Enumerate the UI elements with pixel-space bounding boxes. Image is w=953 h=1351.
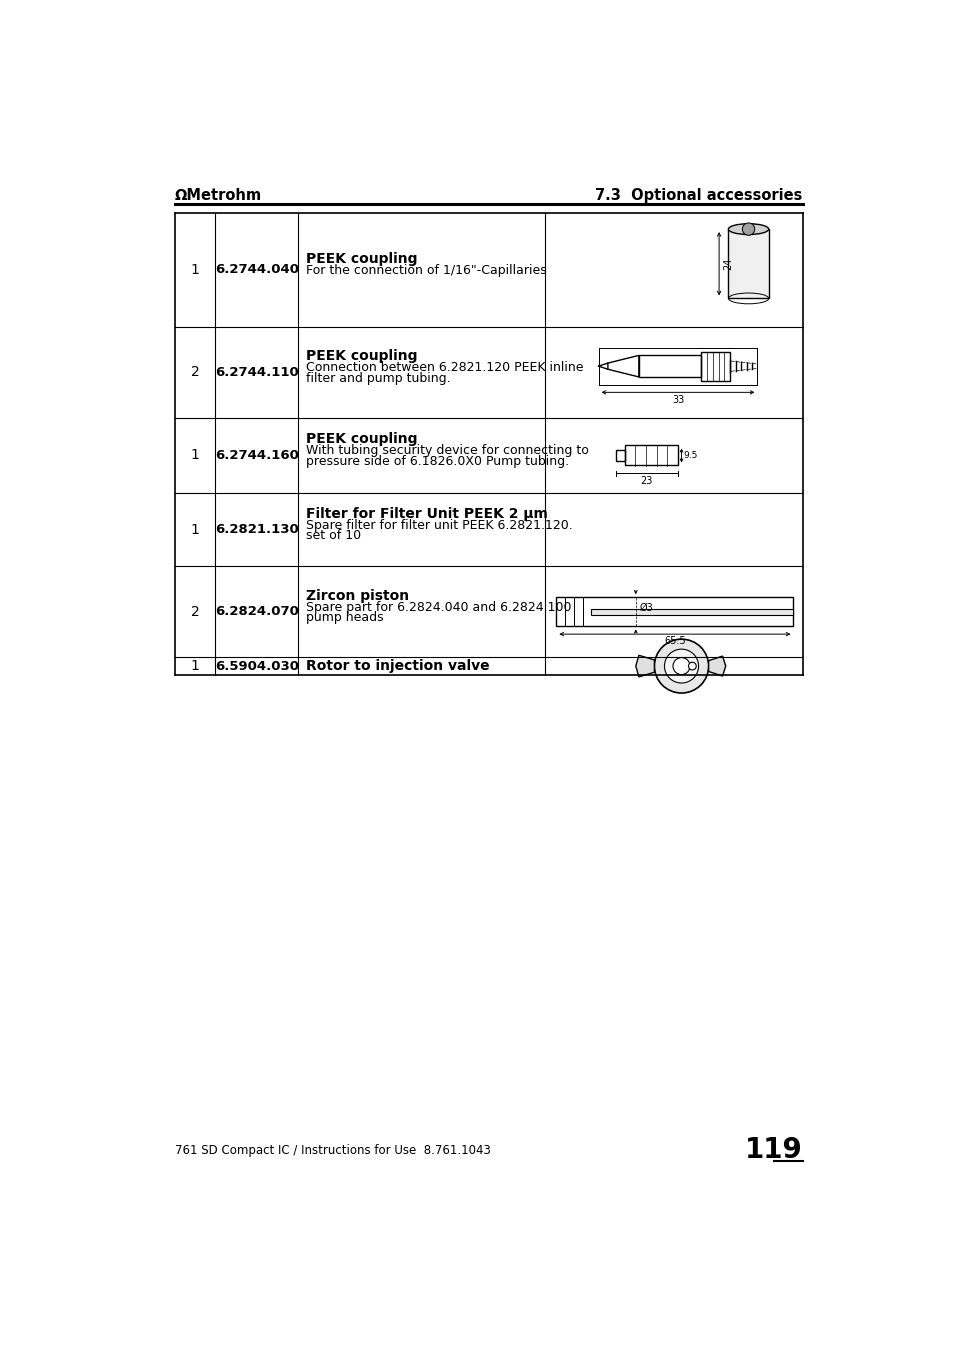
Circle shape: [664, 648, 698, 684]
Text: 33: 33: [671, 394, 683, 405]
Text: 65.5: 65.5: [663, 636, 685, 646]
Polygon shape: [708, 657, 725, 676]
Text: 2: 2: [191, 605, 199, 619]
Ellipse shape: [728, 224, 768, 235]
Text: set of 10: set of 10: [306, 530, 361, 543]
Circle shape: [654, 639, 708, 693]
Bar: [556, 597, 793, 627]
Text: 6.5904.030: 6.5904.030: [214, 659, 298, 673]
Text: 761 SD Compact IC / Instructions for Use  8.761.1043: 761 SD Compact IC / Instructions for Use…: [174, 1143, 491, 1156]
Bar: [728, 230, 768, 299]
Text: 23: 23: [639, 477, 652, 486]
Bar: [615, 450, 624, 461]
Text: PEEK coupling: PEEK coupling: [306, 432, 417, 446]
Text: ΩMetrohm: ΩMetrohm: [174, 188, 262, 203]
Text: filter and pump tubing.: filter and pump tubing.: [306, 372, 450, 385]
Polygon shape: [635, 655, 654, 677]
Text: Spare part for 6.2824.040 and 6.2824.100: Spare part for 6.2824.040 and 6.2824.100: [306, 601, 571, 613]
Bar: [591, 609, 793, 615]
Text: 9.5: 9.5: [683, 451, 698, 459]
Bar: [639, 355, 700, 377]
Text: 1: 1: [191, 659, 199, 673]
Text: 6.2744.160: 6.2744.160: [214, 449, 298, 462]
Text: pump heads: pump heads: [306, 612, 383, 624]
Text: 1: 1: [191, 263, 199, 277]
Circle shape: [688, 662, 696, 670]
Text: Rotor to injection valve: Rotor to injection valve: [306, 659, 489, 673]
Bar: [624, 446, 677, 466]
Text: pressure side of 6.1826.0X0 Pump tubing.: pressure side of 6.1826.0X0 Pump tubing.: [306, 455, 569, 469]
Text: With tubing security device for connecting to: With tubing security device for connecti…: [306, 444, 588, 458]
Text: Ø3: Ø3: [639, 603, 653, 613]
Text: Zircon piston: Zircon piston: [306, 589, 409, 603]
Circle shape: [741, 223, 754, 235]
Text: 6.2824.070: 6.2824.070: [214, 605, 298, 619]
Text: 6.2821.130: 6.2821.130: [214, 523, 298, 536]
Text: 24: 24: [722, 258, 732, 270]
Text: Filter for Filter Unit PEEK 2 μm: Filter for Filter Unit PEEK 2 μm: [306, 507, 547, 520]
Text: PEEK coupling: PEEK coupling: [306, 349, 417, 363]
Bar: [700, 351, 730, 381]
Text: 1: 1: [191, 449, 199, 462]
Text: 6.2744.040: 6.2744.040: [214, 263, 298, 277]
Text: Spare filter for filter unit PEEK 6.2821.120.: Spare filter for filter unit PEEK 6.2821…: [306, 519, 572, 532]
Text: 119: 119: [744, 1136, 802, 1165]
Text: 1: 1: [191, 523, 199, 536]
Text: PEEK coupling: PEEK coupling: [306, 253, 417, 266]
Text: For the connection of 1/16"-Capillaries: For the connection of 1/16"-Capillaries: [306, 265, 546, 277]
Text: 7.3  Optional accessories: 7.3 Optional accessories: [595, 188, 802, 203]
Circle shape: [672, 658, 689, 674]
Text: 6.2744.110: 6.2744.110: [214, 366, 298, 378]
Text: 2: 2: [191, 365, 199, 380]
Text: Connection between 6.2821.120 PEEK inline: Connection between 6.2821.120 PEEK inlin…: [306, 361, 583, 374]
